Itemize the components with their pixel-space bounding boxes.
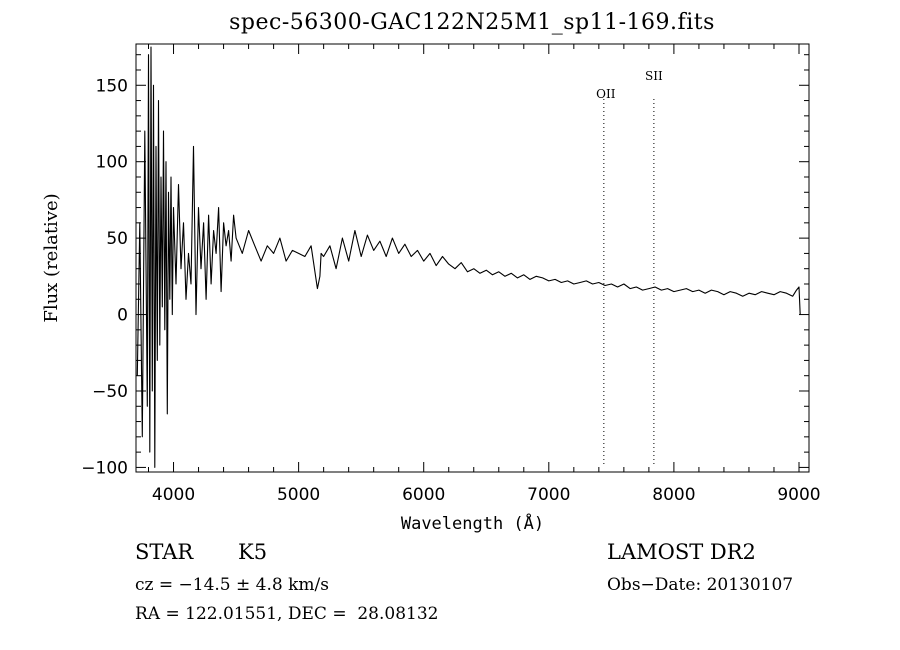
plot-frame [135,43,810,473]
y-tick-label: −100 [81,458,128,478]
y-tick-label: −50 [92,382,128,402]
object-type: STAR [135,540,194,564]
x-tick-label: 7000 [527,485,570,505]
chart-title: spec-56300-GAC122N25M1_sp11-169.fits [229,10,715,35]
axes-layer: 4000 5000 6000 7000 8000 9000 −100 −50 0 50 100 150… [41,43,821,534]
y-tick-label: 100 [96,153,128,173]
y-axis-label: Flux (relative) [41,193,62,322]
x-axis-label: Wavelength (Å) [401,512,544,534]
spectrum-line [136,46,801,468]
x-tick-label: 6000 [402,485,445,505]
series-layer [136,46,801,468]
x-tick-label: 9000 [777,485,820,505]
coordinates: RA = 122.01551, DEC = 28.08132 [135,604,439,624]
y-tick-label: 150 [96,76,128,96]
observation-date: Obs−Date: 20130107 [607,575,794,595]
annotation-label: SII [645,69,663,83]
object-subclass: K5 [238,540,268,564]
redshift-cz: cz = −14.5 ± 4.8 km/s [135,575,329,595]
y-tick-label: 0 [117,306,128,326]
survey-label: LAMOST DR2 [607,540,756,564]
y-tick-label: 50 [106,229,128,249]
x-tick-label: 5000 [277,485,320,505]
annotation-label: OII [596,87,616,101]
x-tick-label: 4000 [152,485,195,505]
annotation-layer: OII SII [596,69,663,467]
x-tick-label: 8000 [652,485,695,505]
